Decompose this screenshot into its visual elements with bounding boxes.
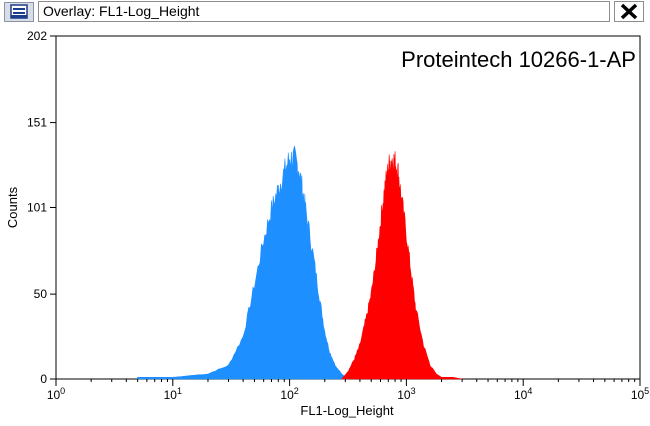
x-axis-label: FL1-Log_Height [300, 403, 394, 418]
close-button[interactable] [614, 1, 644, 22]
x-tick-label: 103 [397, 386, 415, 402]
x-tick-label: 105 [631, 386, 649, 402]
y-tick-label: 202 [27, 29, 47, 43]
y-axis-label: Counts [5, 186, 20, 228]
histogram-chart: 0 50 101 151 202 100 101 102 103 104 105 Proteinte… [5, 29, 649, 418]
histogram-series-2 [341, 151, 463, 380]
y-tick-label: 151 [27, 116, 47, 130]
histogram-app-icon[interactable] [4, 2, 34, 22]
x-tick-label: 100 [47, 386, 65, 402]
x-tick-label: 104 [514, 386, 532, 402]
histogram-series-1 [137, 145, 348, 380]
window-title: Overlay: FL1-Log_Height [38, 1, 610, 22]
plot-area [55, 35, 641, 380]
close-icon [620, 3, 638, 20]
y-tick-label: 101 [27, 201, 47, 215]
y-tick-label: 50 [34, 287, 48, 301]
x-tick-label: 102 [280, 386, 298, 402]
x-tick-label: 101 [164, 386, 182, 402]
axes-layer: 0 50 101 151 202 100 101 102 103 104 105 [27, 29, 649, 402]
y-tick-label: 0 [40, 372, 47, 386]
chart-title: Proteintech 10266-1-AP [401, 47, 636, 72]
window-titlebar: Overlay: FL1-Log_Height [0, 0, 650, 24]
series-layer [137, 145, 463, 380]
